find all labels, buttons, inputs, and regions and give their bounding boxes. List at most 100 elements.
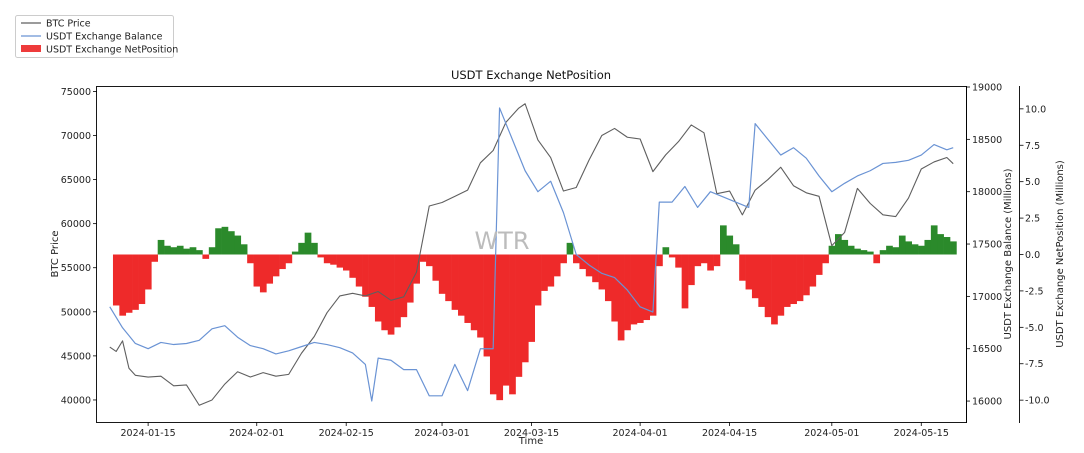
y-right2-tick-label: 5.0: [1025, 177, 1040, 188]
netposition-bar: [598, 254, 606, 290]
usdt-balance-line: [109, 107, 954, 402]
netposition-bar: [873, 254, 881, 264]
y-right2-tick-label: 7.5: [1025, 141, 1040, 152]
netposition-bar: [592, 254, 599, 283]
netposition-bar: [739, 254, 746, 281]
netposition-bar: [483, 254, 491, 357]
y-axis-right2-title: USDT Exchange NetPosition (Millions): [1055, 160, 1066, 348]
netposition-bar: [221, 226, 229, 255]
netposition-bar: [266, 254, 274, 284]
netposition-bar: [387, 254, 395, 335]
netposition-bar: [183, 248, 190, 255]
netposition-bar: [643, 254, 651, 321]
netposition-bar: [445, 254, 452, 302]
netposition-bar: [509, 254, 516, 395]
netposition-bar: [911, 244, 919, 255]
netposition-bar: [496, 254, 504, 401]
y-axis-btc-price: 40000 45000 50000 55000 60000 65000 70000 75000: [61, 87, 97, 406]
x-tick-label: 2024-04-01: [613, 428, 668, 439]
netposition-bar: [138, 254, 146, 305]
netposition-bar: [381, 254, 389, 331]
netposition-bar: [470, 254, 478, 331]
legend-label-netposition: USDT Exchange NetPosition: [46, 45, 178, 56]
netposition-bar: [713, 254, 721, 267]
y-right2-tick-label: 10.0: [1025, 104, 1046, 115]
netposition-bar: [119, 254, 127, 316]
y-right1-tick-label: 18500: [972, 135, 1002, 146]
netposition-bar: [809, 254, 817, 287]
netposition-bar: [566, 242, 574, 255]
netposition-bar: [707, 254, 714, 271]
netposition-bar: [259, 254, 267, 293]
y-left-tick-label: 65000: [61, 175, 91, 186]
y-left-tick-label: 50000: [61, 307, 91, 318]
netposition-bar: [144, 254, 152, 290]
netposition-bar: [176, 245, 184, 255]
y-right1-tick-label: 17500: [972, 240, 1002, 251]
netposition-bar: [745, 254, 753, 290]
netposition-bar: [579, 254, 587, 270]
netposition-bar: [215, 228, 222, 255]
y-left-tick-label: 60000: [61, 219, 91, 230]
netposition-bar: [170, 247, 178, 255]
netposition-bar: [272, 254, 280, 277]
netposition-bar: [234, 235, 242, 255]
y-right2-tick-label: 2.5: [1025, 214, 1040, 225]
netposition-bar: [164, 245, 171, 255]
y-axis-right1-title: USDT Exchange Balance (Millions): [1003, 168, 1014, 339]
y-axis-left-title: BTC Price: [50, 231, 61, 278]
netposition-bar: [521, 254, 529, 363]
netposition-bar: [636, 254, 644, 323]
netposition-bar: [279, 254, 286, 270]
netposition-bar: [624, 254, 631, 331]
x-tick-label: 2024-02-15: [319, 428, 374, 439]
netposition-bar: [924, 239, 932, 255]
netposition-bar: [151, 254, 158, 262]
netposition-bar: [547, 254, 555, 287]
netposition-bar: [419, 254, 427, 262]
netposition-bar: [298, 242, 305, 255]
y-right2-tick-label: -10.0: [1025, 396, 1050, 407]
x-tick-label: 2024-04-15: [702, 428, 757, 439]
x-axis-title: Time: [518, 436, 543, 447]
netposition-bar: [451, 254, 459, 310]
y-right1-tick-label: 19000: [972, 83, 1002, 94]
netposition-bar: [112, 254, 120, 306]
x-tick-label: 2024-05-01: [804, 428, 859, 439]
y-right2-tick-label: -2.5: [1025, 286, 1044, 297]
netposition-bar: [841, 239, 849, 255]
x-tick-label: 2024-03-15: [504, 428, 559, 439]
netposition-bar: [125, 254, 133, 313]
y-right1-tick-label: 16500: [972, 344, 1002, 355]
netposition-bar: [426, 254, 433, 267]
netposition-bar: [132, 254, 139, 310]
netposition-bar: [528, 254, 535, 342]
netposition-bar: [157, 239, 165, 255]
y-right2-tick-label: 0.0: [1025, 250, 1040, 261]
netposition-bar: [553, 254, 561, 277]
netposition-bar: [330, 254, 337, 265]
netposition-bar: [349, 254, 357, 278]
legend: BTC Price USDT Exchange Balance USDT Exc…: [15, 15, 178, 58]
y-left-tick-label: 45000: [61, 351, 91, 362]
netposition-bar: [189, 247, 197, 255]
netposition-bar: [649, 254, 657, 316]
netposition-bars: [112, 225, 957, 401]
netposition-bar: [879, 250, 887, 255]
y-right1-tick-label: 18000: [972, 187, 1002, 198]
netposition-bar: [886, 245, 893, 255]
netposition-bar: [515, 254, 523, 377]
netposition-bar: [771, 254, 778, 325]
netposition-bar: [892, 247, 900, 255]
y-right2-tick-label: -5.0: [1025, 323, 1044, 334]
y-left-tick-label: 75000: [61, 87, 91, 98]
y-left-tick-label: 40000: [61, 395, 91, 406]
netposition-bar: [790, 254, 797, 305]
netposition-bar: [937, 234, 944, 255]
netposition-bar: [751, 254, 759, 299]
x-tick-label: 2024-05-15: [894, 428, 949, 439]
netposition-bar: [406, 254, 414, 303]
netposition-bar: [950, 241, 957, 255]
legend-swatch-netposition: [21, 45, 41, 52]
netposition-bar: [240, 244, 248, 255]
